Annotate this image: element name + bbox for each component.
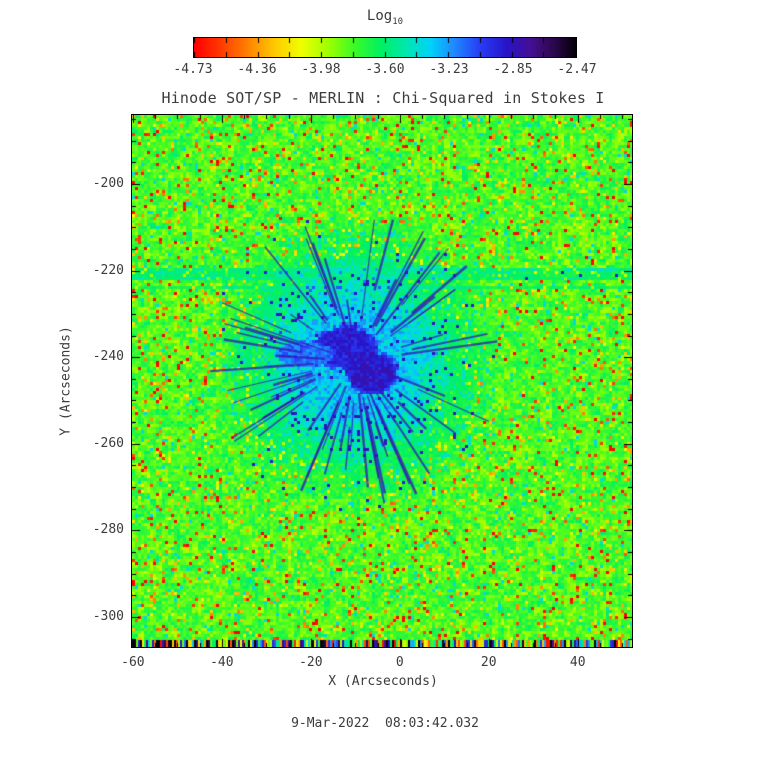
colorbar-title-subscript: 10 [392,16,404,27]
colorbar-tick-label: -3.23 [429,62,469,77]
heatmap-frame [131,114,633,648]
y-tick-label: -280 [92,522,124,538]
colorbar-gradient [194,38,576,57]
y-tick-label: -260 [92,435,124,451]
colorbar-tick-label: -4.36 [237,62,277,77]
y-axis-title: Y (Arcseconds) [58,326,74,436]
colorbar-title: Log10 [367,8,403,27]
y-tick-label: -220 [92,262,124,278]
plot-title: Hinode SOT/SP - MERLIN : Chi-Squared in … [161,89,605,107]
x-tick-label: 0 [395,655,404,670]
colorbar-tick-label: -3.60 [365,62,405,77]
colorbar-title-text: Log [366,8,393,24]
x-tick-label: 40 [569,655,586,670]
colorbar-tick-label: -3.98 [301,62,341,77]
y-tick-label: -200 [92,175,124,191]
y-tick-label: -300 [92,609,124,625]
colorbar-tick-label: -4.73 [173,62,213,77]
colorbar-tick-label: -2.47 [557,62,597,77]
timestamp: 9-Mar-2022 08:03:42.032 [291,716,479,731]
x-tick-label: 20 [480,655,497,670]
x-tick-label: -20 [299,655,323,670]
x-axis-title: X (Arcseconds) [328,674,438,689]
y-tick-label: -240 [92,349,124,365]
x-tick-label: -40 [210,655,234,670]
heatmap-canvas [132,115,632,647]
x-tick-label: -60 [121,655,145,670]
colorbar [193,37,577,58]
colorbar-tick-label: -2.85 [493,62,533,77]
